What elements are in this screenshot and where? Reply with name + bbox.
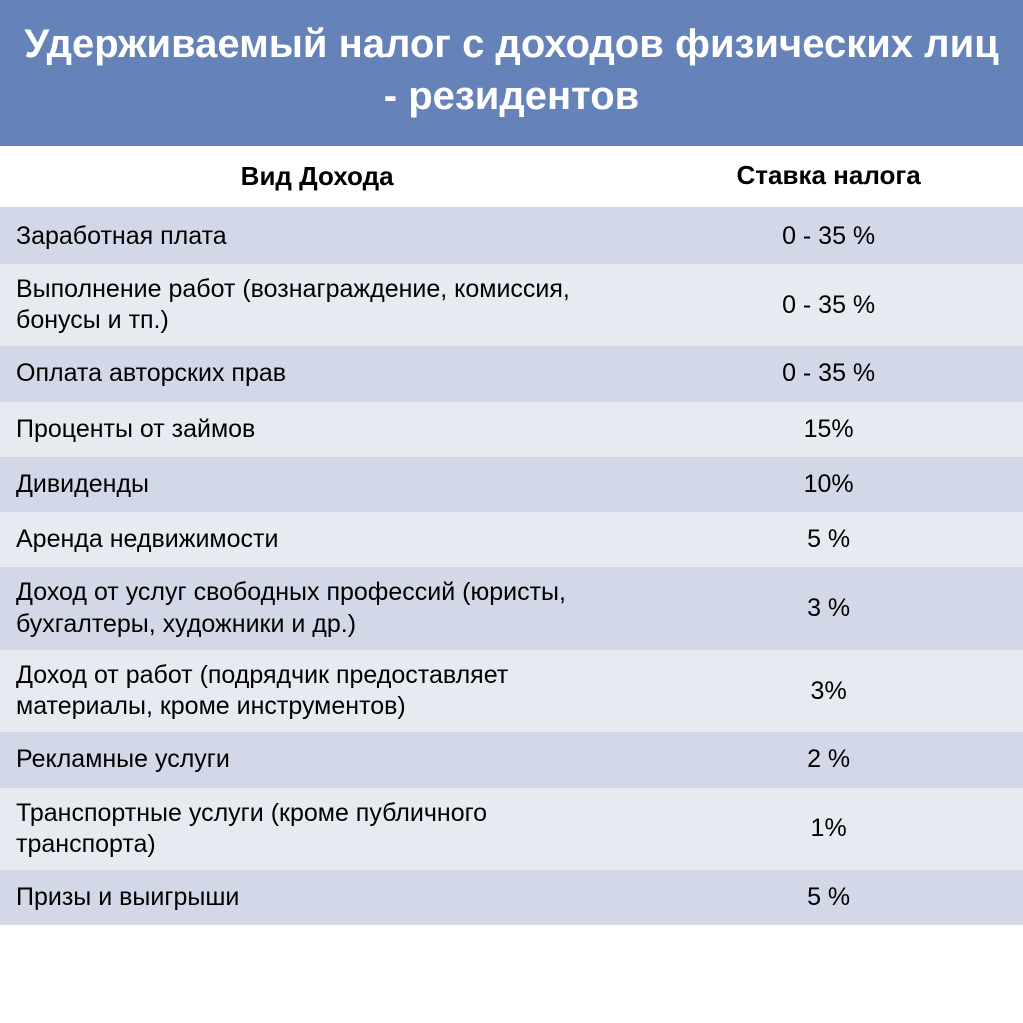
income-type-cell: Дивиденды bbox=[0, 457, 634, 512]
tax-rate-cell: 1% bbox=[634, 804, 1023, 853]
tax-rate-cell: 3% bbox=[634, 667, 1023, 716]
income-type-cell: Оплата авторских прав bbox=[0, 346, 634, 401]
table-row: Оплата авторских прав 0 - 35 % bbox=[0, 346, 1023, 401]
tax-rate-cell: 0 - 35 % bbox=[634, 210, 1023, 263]
table-row: Призы и выигрыши 5 % bbox=[0, 870, 1023, 925]
tax-rate-cell: 0 - 35 % bbox=[634, 347, 1023, 400]
table-row: Проценты от займов 15% bbox=[0, 402, 1023, 457]
income-type-cell: Призы и выигрыши bbox=[0, 870, 634, 925]
income-type-cell: Транспортные услуги (кроме публичного тр… bbox=[0, 788, 634, 871]
income-type-cell: Рекламные услуги bbox=[0, 732, 634, 787]
income-type-cell: Доход от услуг свободных профессий (юрис… bbox=[0, 567, 634, 650]
tax-rate-cell: 15% bbox=[634, 403, 1023, 456]
table-body: Заработная плата 0 - 35 % Выполнение раб… bbox=[0, 209, 1023, 926]
tax-rate-cell: 5 % bbox=[634, 513, 1023, 566]
table-row: Аренда недвижимости 5 % bbox=[0, 512, 1023, 567]
tax-rate-cell: 2 % bbox=[634, 733, 1023, 786]
income-type-cell: Проценты от займов bbox=[0, 402, 634, 457]
tax-rate-cell: 5 % bbox=[634, 871, 1023, 924]
table-row: Транспортные услуги (кроме публичного тр… bbox=[0, 788, 1023, 871]
income-type-cell: Выполнение работ (вознаграждение, комисс… bbox=[0, 264, 634, 347]
table-row: Доход от услуг свободных профессий (юрис… bbox=[0, 567, 1023, 650]
table-row: Дивиденды 10% bbox=[0, 457, 1023, 512]
tax-rate-cell: 0 - 35 % bbox=[634, 281, 1023, 330]
column-header-income: Вид Дохода bbox=[0, 146, 634, 207]
tax-rate-cell: 10% bbox=[634, 458, 1023, 511]
table-row: Выполнение работ (вознаграждение, комисс… bbox=[0, 264, 1023, 347]
income-type-cell: Доход от работ (подрядчик предоставляет … bbox=[0, 650, 634, 733]
table-header-row: Вид Дохода Ставка налога bbox=[0, 146, 1023, 209]
column-header-rate: Ставка налога bbox=[634, 146, 1023, 207]
income-type-cell: Аренда недвижимости bbox=[0, 512, 634, 567]
tax-rate-cell: 3 % bbox=[634, 584, 1023, 633]
table-row: Заработная плата 0 - 35 % bbox=[0, 209, 1023, 264]
income-type-cell: Заработная плата bbox=[0, 209, 634, 264]
table-row: Рекламные услуги 2 % bbox=[0, 732, 1023, 787]
page-title: Удерживаемый налог с доходов физических … bbox=[0, 0, 1023, 146]
table-row: Доход от работ (подрядчик предоставляет … bbox=[0, 650, 1023, 733]
tax-table-container: Удерживаемый налог с доходов физических … bbox=[0, 0, 1023, 1023]
